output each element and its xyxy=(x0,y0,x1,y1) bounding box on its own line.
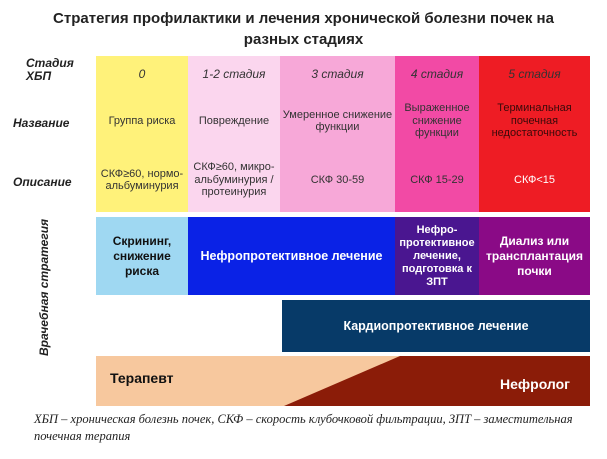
footnote: ХБП – хроническая болезнь почек, СКФ – с… xyxy=(34,412,573,443)
stage-column-4: 4 стадия Выраженное снижение функции СКФ… xyxy=(395,56,479,212)
stage-description: СКФ 15-29 xyxy=(410,173,464,186)
stage-description: СКФ<15 xyxy=(514,173,555,186)
stage-header: 4 стадия xyxy=(410,66,464,81)
row-label-name: Название xyxy=(13,116,70,130)
strategy-cardioprotective: Кардиопротективное лечение xyxy=(282,300,590,352)
strategy-screening: Скрининг, снижение риска xyxy=(96,217,188,295)
row-label-stage: Стадия ХБП xyxy=(26,56,74,83)
stage-column-1-2: 1-2 стадия Повреждение СКФ≥60, микро-аль… xyxy=(188,56,280,212)
nephrologist-label: Нефролог xyxy=(500,376,570,392)
row-label-description: Описание xyxy=(13,175,72,189)
stage-column-3: 3 стадия Умеренное снижение функции СКФ … xyxy=(280,56,395,212)
stage-description: СКФ≥60, микро-альбуминурия / протеинурия xyxy=(193,161,275,199)
stage-name: Выраженное снижение функции xyxy=(404,102,470,140)
strategy-dialysis: Диализ или трансплантация почки xyxy=(479,217,590,295)
nephrologist-area xyxy=(284,356,590,406)
strategy-nephroprotective: Нефропротективное лечение xyxy=(188,217,395,295)
stage-header: 3 стадия xyxy=(311,66,364,81)
row-label-strategy: Врачебная стратегия xyxy=(22,218,66,356)
stage-description: СКФ 30-59 xyxy=(310,173,365,186)
stage-header: 1-2 стадия xyxy=(202,66,266,81)
stage-name: Терминальная почечная недостаточность xyxy=(491,102,578,140)
stage-name: Умеренное снижение функции xyxy=(282,108,393,134)
stage-header: 5 стадия xyxy=(508,66,561,81)
stage-header: 0 xyxy=(138,66,146,81)
stage-name: Группа риска xyxy=(108,114,176,127)
row-label-strategy-text: Врачебная стратегия xyxy=(37,218,51,356)
stage-description: СКФ≥60, нормо-альбуминурия xyxy=(100,167,184,193)
diagram-title: Стратегия профилактики и лечения хрониче… xyxy=(53,10,554,48)
stage-column-5: 5 стадия Терминальная почечная недостато… xyxy=(479,56,590,212)
strategy-nephroprotective-rrt-prep: Нефро-протективное лечение, подготовка к… xyxy=(395,217,479,295)
stage-name: Повреждение xyxy=(198,114,270,127)
therapist-label: Терапевт xyxy=(110,370,174,386)
specialist-bar xyxy=(96,356,590,406)
stage-column-0: 0 Группа риска СКФ≥60, нормо-альбуминури… xyxy=(96,56,188,212)
